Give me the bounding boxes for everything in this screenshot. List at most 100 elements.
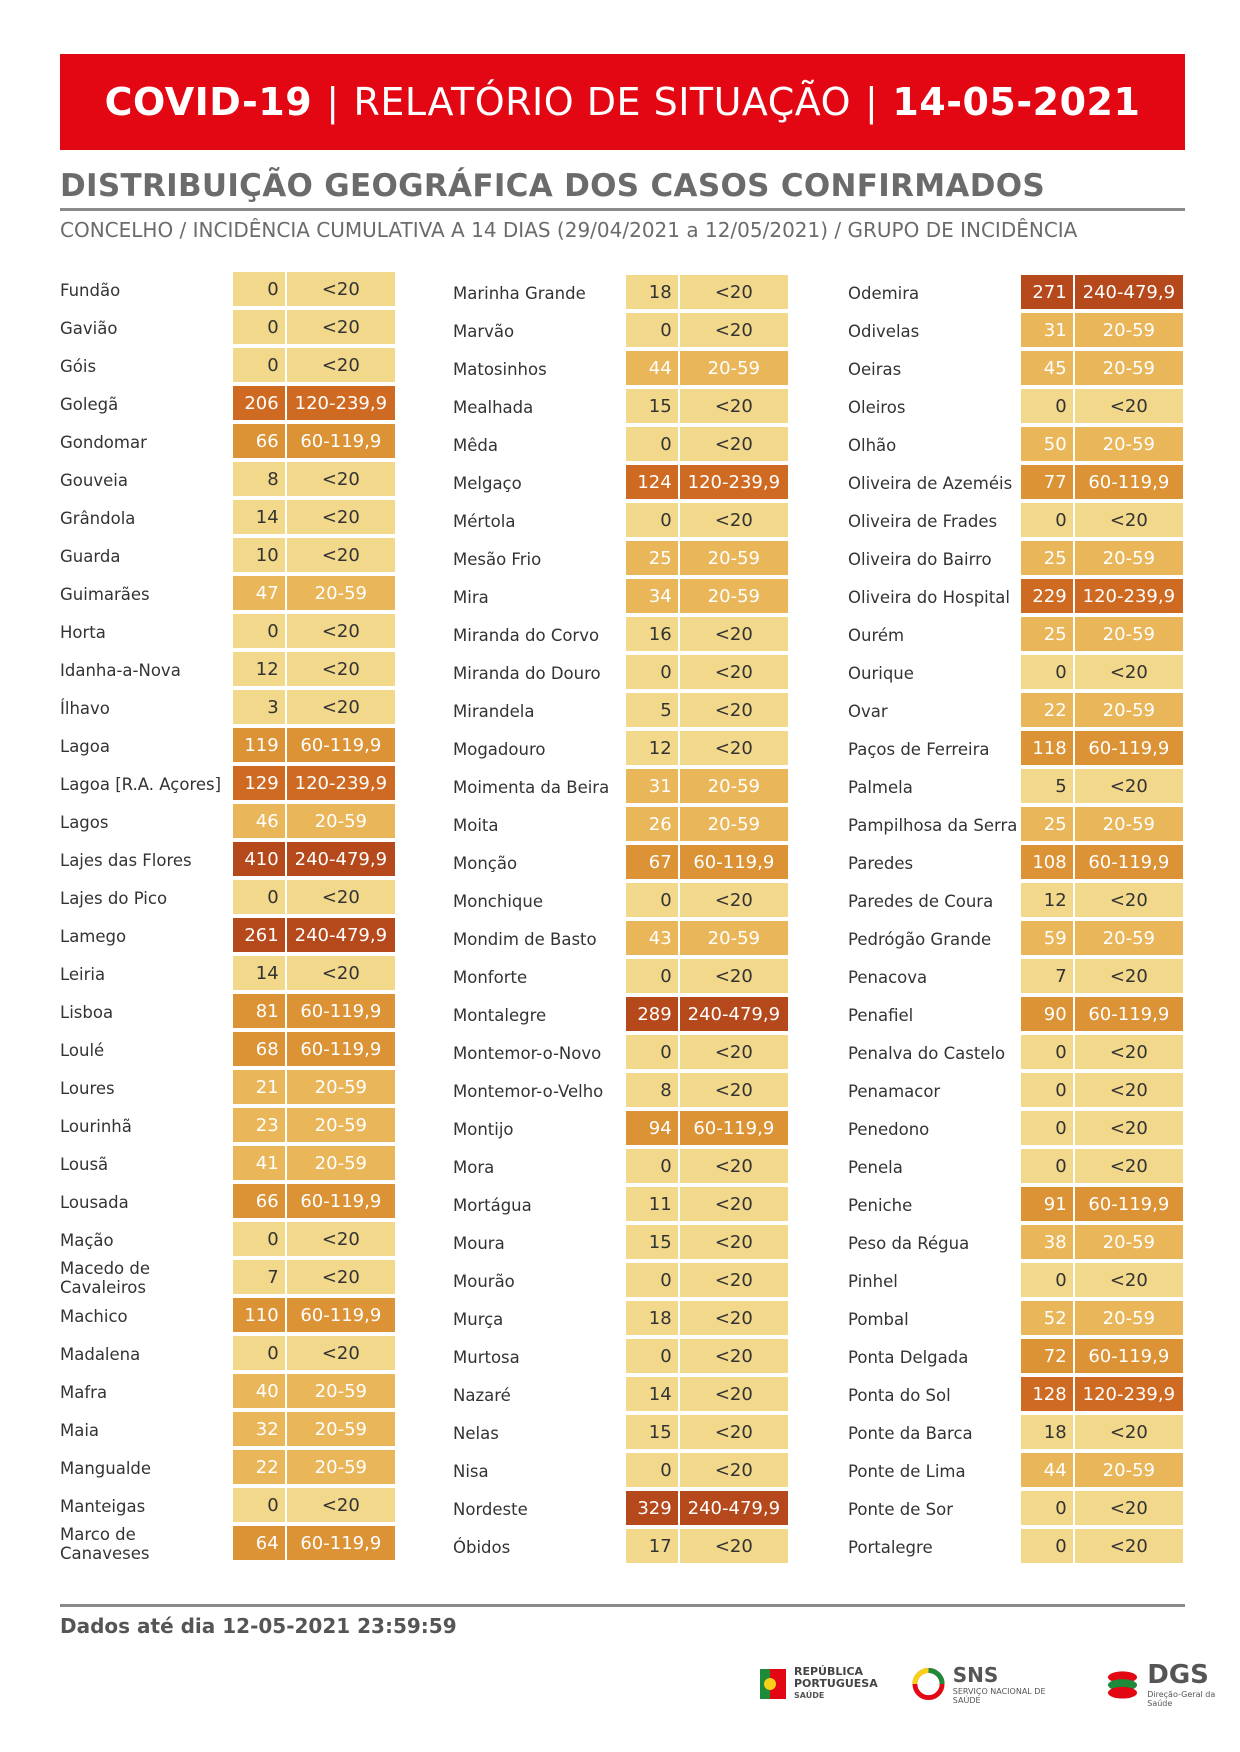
incidence-group: 120-239,9: [679, 465, 788, 501]
municipality-name: Idanha-a-Nova: [60, 660, 181, 680]
incidence-value: 17: [626, 1529, 678, 1565]
incidence-group: 20-59: [679, 541, 788, 577]
incidence-value: 0: [626, 313, 678, 349]
municipality-name: Penela: [848, 1157, 903, 1177]
incidence-value: 7: [1021, 959, 1073, 995]
incidence-value: 14: [233, 956, 285, 992]
incidence-value: 0: [1021, 1035, 1073, 1071]
municipality-name: Palmela: [848, 777, 913, 797]
municipality-name: Miranda do Douro: [453, 663, 601, 683]
incidence-value: 12: [1021, 883, 1073, 919]
municipality-name: Nelas: [453, 1423, 499, 1443]
municipality-name: Mêda: [453, 435, 498, 455]
incidence-value: 0: [233, 272, 285, 308]
municipality-name: Penacova: [848, 967, 928, 987]
municipality-row: Macedo de Cavaleiros 7 <20: [60, 1259, 395, 1297]
incidence-group: <20: [286, 1336, 395, 1372]
incidence-value: 10: [233, 538, 285, 574]
municipality-name: Mortágua: [453, 1195, 532, 1215]
incidence-group: 20-59: [1074, 541, 1183, 577]
municipality-name: Penafiel: [848, 1005, 914, 1025]
incidence-group: <20: [1074, 1415, 1183, 1451]
incidence-group: 20-59: [679, 351, 788, 387]
municipality-name: Loulé: [60, 1040, 105, 1060]
incidence-group: 60-119,9: [286, 728, 395, 764]
incidence-group: <20: [679, 1225, 788, 1261]
incidence-group: 120-239,9: [1074, 579, 1183, 615]
incidence-value: 0: [626, 883, 678, 919]
incidence-group: <20: [679, 617, 788, 653]
incidence-group: 20-59: [286, 1146, 395, 1182]
municipality-row: Penela 0 <20: [848, 1148, 1183, 1186]
municipality-name: Guarda: [60, 546, 121, 566]
incidence-value: 8: [233, 462, 285, 498]
incidence-group: <20: [679, 275, 788, 311]
municipality-row: Palmela 5 <20: [848, 768, 1183, 806]
incidence-value: 46: [233, 804, 285, 840]
municipality-name: Mirandela: [453, 701, 535, 721]
republica-line-3: SAÚDE: [794, 1691, 825, 1700]
municipality-row: Guarda 10 <20: [60, 537, 395, 575]
municipality-row: Pampilhosa da Serra 25 20-59: [848, 806, 1183, 844]
municipality-row: Golegã 206 120-239,9: [60, 385, 395, 423]
municipality-name: Oliveira do Hospital: [848, 587, 1010, 607]
incidence-group: <20: [286, 1222, 395, 1258]
incidence-value: 52: [1021, 1301, 1073, 1337]
incidence-group: 20-59: [1074, 921, 1183, 957]
incidence-group: 60-119,9: [286, 424, 395, 460]
municipality-row: Oeiras 45 20-59: [848, 350, 1183, 388]
municipality-name: Maia: [60, 1420, 100, 1440]
incidence-value: 31: [626, 769, 678, 805]
municipality-row: Oliveira do Bairro 25 20-59: [848, 540, 1183, 578]
incidence-group: 60-119,9: [286, 1526, 395, 1562]
municipality-row: Peso da Régua 38 20-59: [848, 1224, 1183, 1262]
municipality-row: Murça 18 <20: [453, 1300, 788, 1338]
incidence-group: 20-59: [286, 804, 395, 840]
incidence-group: 20-59: [1074, 427, 1183, 463]
municipality-row: Paços de Ferreira 118 60-119,9: [848, 730, 1183, 768]
municipality-name: Lagos: [60, 812, 109, 832]
incidence-group: <20: [679, 1377, 788, 1413]
incidence-value: 110: [233, 1298, 285, 1334]
municipality-row: Mesão Frio 25 20-59: [453, 540, 788, 578]
incidence-value: 206: [233, 386, 285, 422]
municipality-name: Matosinhos: [453, 359, 547, 379]
municipality-row: Gavião 0 <20: [60, 309, 395, 347]
report-header-banner: COVID-19 | RELATÓRIO DE SITUAÇÃO | 14-05…: [60, 54, 1185, 150]
incidence-group: 60-119,9: [679, 845, 788, 881]
municipality-name: Monchique: [453, 891, 543, 911]
incidence-value: 12: [233, 652, 285, 688]
incidence-value: 3: [233, 690, 285, 726]
municipality-name: Lagoa: [60, 736, 110, 756]
municipality-row: Lisboa 81 60-119,9: [60, 993, 395, 1031]
incidence-group: 60-119,9: [286, 1298, 395, 1334]
municipality-name: Ponte da Barca: [848, 1423, 973, 1443]
dgs-logo: DGS Direção-Geral da Saúde: [1106, 1660, 1240, 1708]
incidence-value: 44: [626, 351, 678, 387]
incidence-group: <20: [679, 693, 788, 729]
incidence-value: 43: [626, 921, 678, 957]
incidence-group: <20: [286, 1488, 395, 1524]
header-date: 14-05-2021: [892, 80, 1141, 124]
municipality-row: Monchique 0 <20: [453, 882, 788, 920]
footer-logos: REPÚBLICA PORTUGUESA SAÚDE SNS SERVIÇO N…: [760, 1660, 1240, 1708]
municipality-name: Miranda do Corvo: [453, 625, 600, 645]
incidence-group: 240-479,9: [286, 842, 395, 878]
incidence-group: 20-59: [286, 1412, 395, 1448]
municipality-row: Guimarães 47 20-59: [60, 575, 395, 613]
incidence-group: <20: [679, 1453, 788, 1489]
incidence-value: 0: [233, 348, 285, 384]
municipality-name: Oliveira do Bairro: [848, 549, 992, 569]
municipality-name: Odivelas: [848, 321, 920, 341]
municipality-name: Nordeste: [453, 1499, 528, 1519]
municipality-column-1: Fundão 0 <20 Gavião 0 <20 Góis 0 <20 Golegã 206 120…: [60, 271, 395, 1563]
incidence-value: 22: [1021, 693, 1073, 729]
incidence-value: 108: [1021, 845, 1073, 881]
republica-line-2: PORTUGUESA: [794, 1677, 878, 1690]
municipality-name: Nazaré: [453, 1385, 511, 1405]
municipality-row: Murtosa 0 <20: [453, 1338, 788, 1376]
municipality-name: Odemira: [848, 283, 920, 303]
municipality-row: Idanha-a-Nova 12 <20: [60, 651, 395, 689]
incidence-group: 60-119,9: [1074, 1187, 1183, 1223]
incidence-group: 20-59: [1074, 1225, 1183, 1261]
